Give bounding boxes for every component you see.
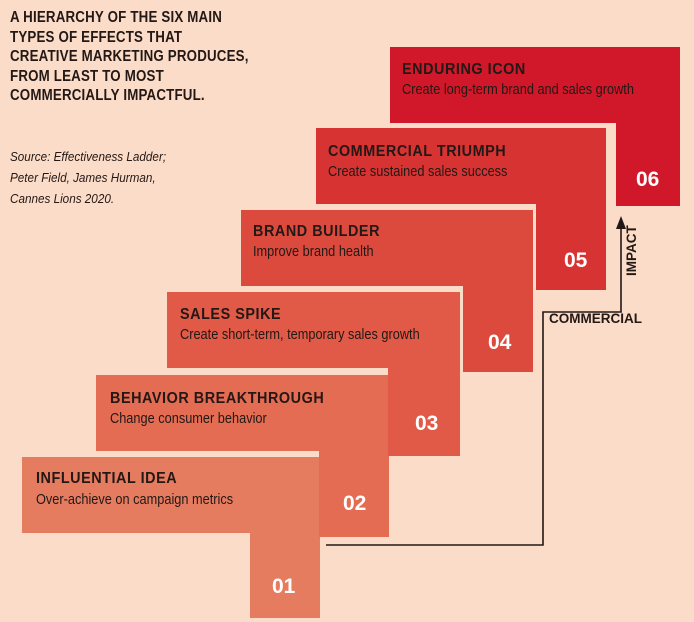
axis-line	[326, 228, 622, 546]
step-number: 05	[564, 249, 588, 272]
step-heading: SALES SPIKE	[180, 306, 282, 323]
ladder-step-shape-06	[390, 47, 680, 206]
step-description: Create long-term brand and sales growth	[402, 82, 634, 98]
ladder-step-shape-03	[167, 292, 460, 456]
step-description: Create short-term, temporary sales growt…	[180, 327, 420, 343]
axis-label-commercial: COMMERCIAL	[549, 311, 642, 326]
ladder-step-shape-02	[96, 375, 389, 537]
ladder-steps	[22, 47, 680, 618]
step-number: 03	[415, 412, 439, 435]
commercial-impact-axis	[326, 216, 626, 546]
step-description: Change consumer behavior	[110, 411, 267, 427]
axis-label-impact: IMPACT	[624, 225, 639, 276]
ladder-step-shape-04	[241, 210, 533, 372]
page-title: A HIERARCHY OF THE SIX MAIN TYPES OF EFF…	[10, 9, 249, 104]
step-description: Over-achieve on campaign metrics	[36, 492, 234, 508]
step-number: 06	[636, 168, 660, 191]
step-number: 04	[488, 331, 512, 354]
ladder-step-shape-05	[316, 128, 606, 290]
axis-arrowhead	[616, 216, 626, 229]
step-heading: COMMERCIAL TRIUMPH	[328, 143, 507, 160]
ladder-step-shape-01	[22, 457, 320, 618]
step-heading: BRAND BUILDER	[253, 223, 381, 240]
step-heading: ENDURING ICON	[402, 61, 526, 78]
step-number: 02	[343, 492, 367, 515]
step-description: Improve brand health	[253, 244, 374, 260]
source-citation: Source: Effectiveness Ladder; Peter Fiel…	[10, 149, 167, 206]
step-description: Create sustained sales success	[328, 164, 508, 180]
step-heading: INFLUENTIAL IDEA	[36, 470, 178, 487]
step-number: 01	[272, 575, 296, 598]
step-heading: BEHAVIOR BREAKTHROUGH	[110, 390, 325, 407]
